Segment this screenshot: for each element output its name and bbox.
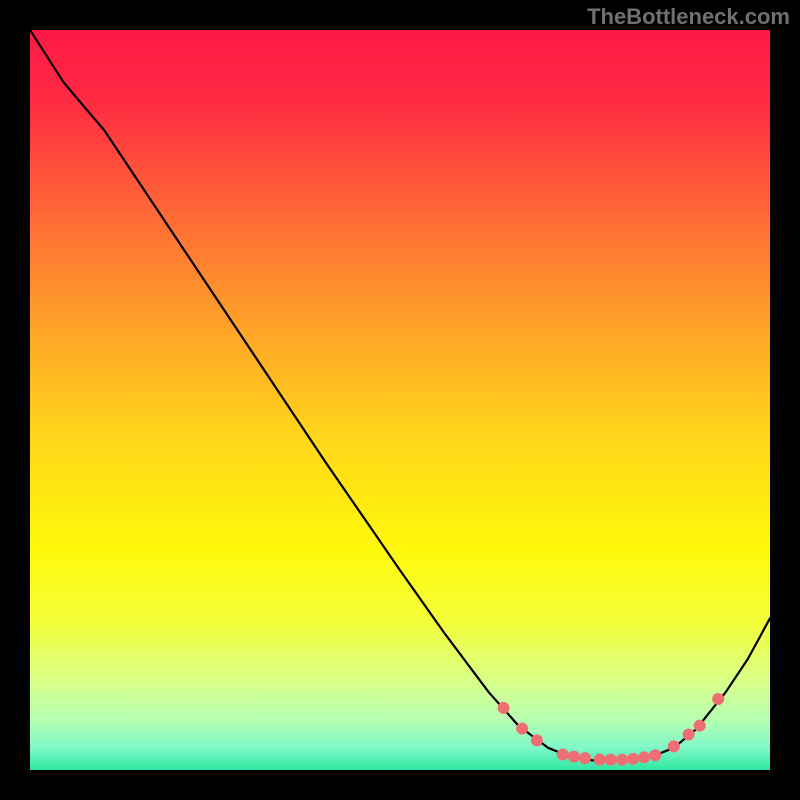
chart-marker bbox=[650, 750, 661, 761]
chart-marker bbox=[498, 702, 509, 713]
chart-plot-area bbox=[30, 30, 770, 770]
chart-marker bbox=[683, 729, 694, 740]
chart-marker bbox=[568, 751, 579, 762]
chart-marker bbox=[713, 693, 724, 704]
chart-marker bbox=[639, 752, 650, 763]
chart-marker bbox=[605, 754, 616, 765]
chart-marker bbox=[628, 753, 639, 764]
chart-svg bbox=[30, 30, 770, 770]
chart-marker bbox=[668, 741, 679, 752]
chart-marker bbox=[557, 749, 568, 760]
chart-marker bbox=[694, 720, 705, 731]
chart-marker bbox=[617, 754, 628, 765]
chart-background-gradient bbox=[30, 30, 770, 770]
chart-marker bbox=[531, 735, 542, 746]
watermark-label: TheBottleneck.com bbox=[587, 4, 790, 30]
chart-marker bbox=[580, 753, 591, 764]
chart-marker bbox=[517, 723, 528, 734]
chart-marker bbox=[594, 754, 605, 765]
